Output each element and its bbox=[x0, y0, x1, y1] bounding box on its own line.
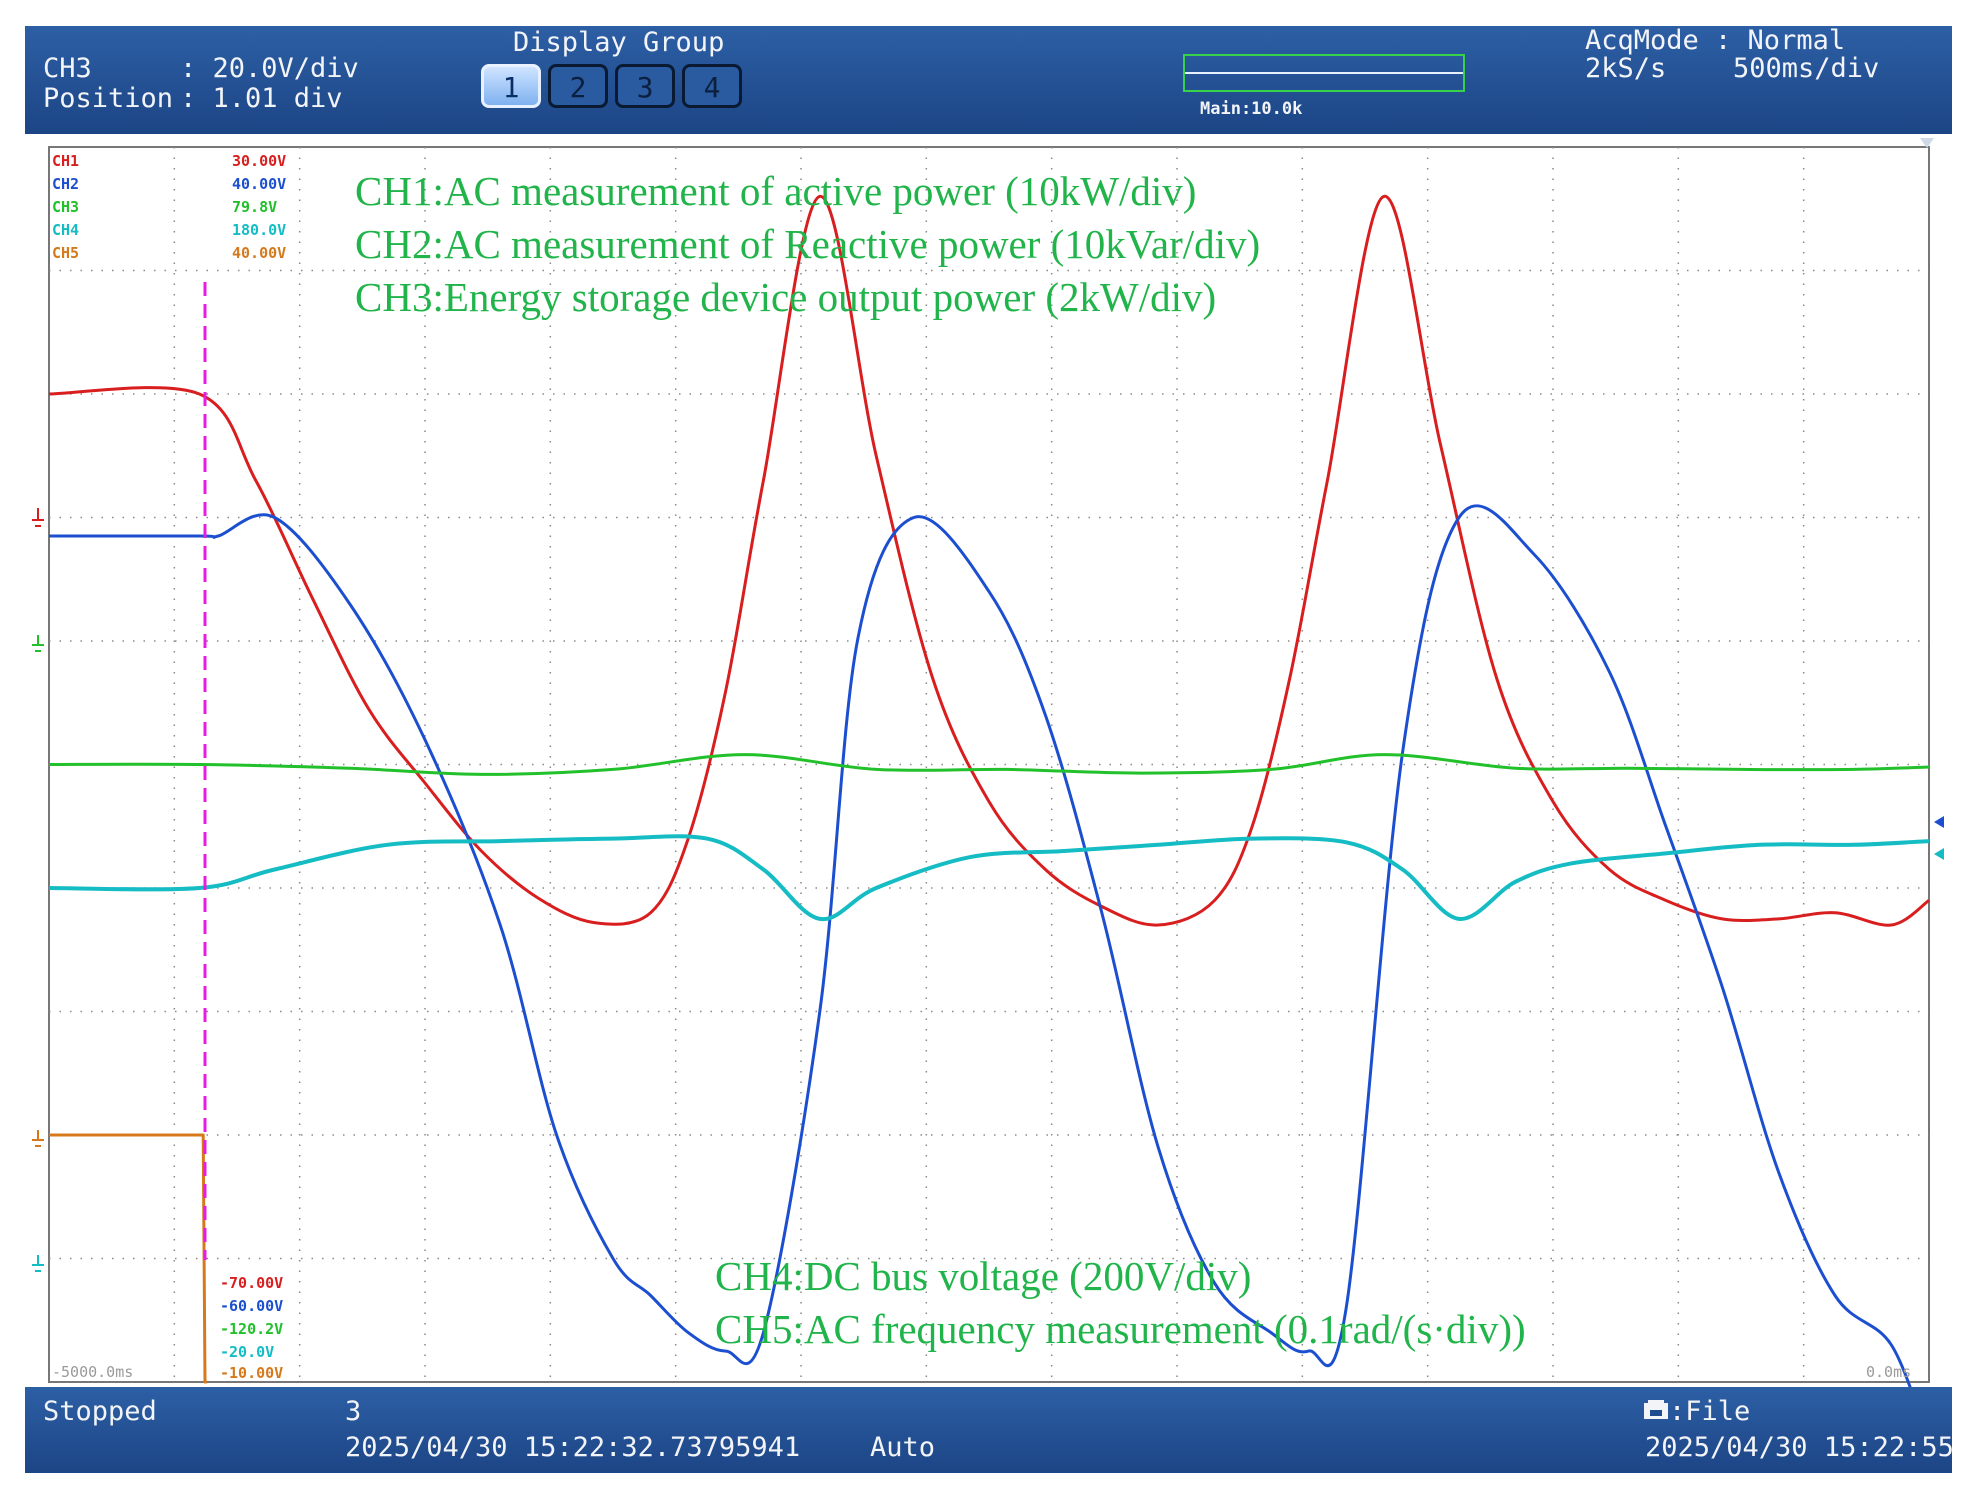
ch4-ground-marker bbox=[32, 1255, 44, 1272]
ch3-ground-marker bbox=[32, 635, 44, 652]
series-ch3-trace bbox=[48, 753, 1930, 776]
display-group-1-button[interactable]: 1 bbox=[481, 64, 541, 108]
acquisition-count: 3 bbox=[345, 1396, 362, 1427]
annotation-ch4: CH4:DC bus voltage (200V/div) bbox=[715, 1253, 1252, 1299]
position-label: Position bbox=[43, 83, 174, 114]
plot-frame bbox=[48, 146, 1930, 1383]
file-label[interactable]: :File bbox=[1669, 1396, 1751, 1427]
ch1-ground-marker bbox=[32, 508, 44, 527]
ch5-bottom-value: -10.00V bbox=[220, 1364, 284, 1382]
current-timestamp: 2025/04/30 15:22:55 bbox=[1645, 1432, 1954, 1463]
ch5-ground-marker bbox=[32, 1130, 44, 1147]
ch5-top-value: 40.00V bbox=[232, 244, 287, 262]
main-zoom-indicator bbox=[1183, 54, 1465, 92]
display-group-2-button[interactable]: 2 bbox=[548, 64, 608, 108]
channel-scale: : 20.0V/div bbox=[180, 53, 359, 84]
ch2-bottom-value: -60.00V bbox=[220, 1297, 284, 1315]
ch4-level-marker bbox=[1934, 848, 1944, 860]
ch2-level-marker bbox=[1934, 816, 1944, 828]
channel-name: CH3 bbox=[43, 53, 92, 84]
trigger-mode: Auto bbox=[870, 1432, 936, 1463]
time-per-div: 500ms/div bbox=[1733, 53, 1880, 84]
plot-grid bbox=[49, 147, 1929, 1382]
main-zoom-label: Main:10.0k bbox=[1200, 99, 1303, 119]
annotation-ch5: CH5:AC frequency measurement (0.1rad/(s·… bbox=[715, 1306, 1526, 1352]
display-group-title: Display Group bbox=[513, 27, 725, 58]
ch4-top-value: 180.0V bbox=[232, 221, 287, 239]
ch1-bottom-value: -70.00V bbox=[220, 1274, 284, 1292]
trigger-time: 2025/04/30 15:22:32.73795941 bbox=[345, 1432, 801, 1463]
annotation-ch1: CH1:AC measurement of active power (10kW… bbox=[355, 168, 1197, 214]
series-ch5-trace bbox=[49, 1133, 207, 1384]
time-axis-end: 0.0ms bbox=[1866, 1363, 1912, 1381]
acquisition-status: Stopped bbox=[43, 1396, 157, 1427]
trigger-position-marker bbox=[1920, 138, 1934, 148]
acq-mode: AcqMode : Normal bbox=[1585, 25, 1846, 56]
file-save-icon[interactable] bbox=[1643, 1399, 1669, 1421]
series-ch2-trace bbox=[49, 504, 1931, 1445]
series-ch4-trace bbox=[48, 834, 1930, 921]
ch5-name-label: CH5 bbox=[52, 244, 80, 262]
waveform-traces bbox=[48, 194, 1931, 1445]
annotation-ch3: CH3:Energy storage device output power (… bbox=[355, 274, 1217, 320]
ch4-name-label: CH4 bbox=[52, 221, 80, 239]
ch1-top-value: 30.00V bbox=[232, 152, 287, 170]
ch3-bottom-value: -120.2V bbox=[220, 1320, 284, 1338]
sample-rate: 2kS/s bbox=[1585, 53, 1667, 84]
display-group-3-button[interactable]: 3 bbox=[615, 64, 675, 108]
time-axis-start: -5000.0ms bbox=[52, 1363, 134, 1381]
annotation-ch2: CH2:AC measurement of Reactive power (10… bbox=[355, 221, 1261, 267]
ch3-name-label: CH3 bbox=[52, 198, 80, 216]
position-value: : 1.01 div bbox=[180, 83, 343, 114]
ch3-top-value: 79.8V bbox=[232, 198, 278, 216]
ch4-bottom-value: -20.0V bbox=[220, 1343, 275, 1361]
ch1-name-label: CH1 bbox=[52, 152, 80, 170]
bottom-status-bar: Stopped 3 2025/04/30 15:22:32.73795941 A… bbox=[25, 1387, 1954, 1473]
ch2-top-value: 40.00V bbox=[232, 175, 287, 193]
ch2-name-label: CH2 bbox=[52, 175, 80, 193]
top-status-bar: CH3 : 20.0V/div Position : 1.01 div Disp… bbox=[25, 26, 1952, 134]
display-group-4-button[interactable]: 4 bbox=[682, 64, 742, 108]
